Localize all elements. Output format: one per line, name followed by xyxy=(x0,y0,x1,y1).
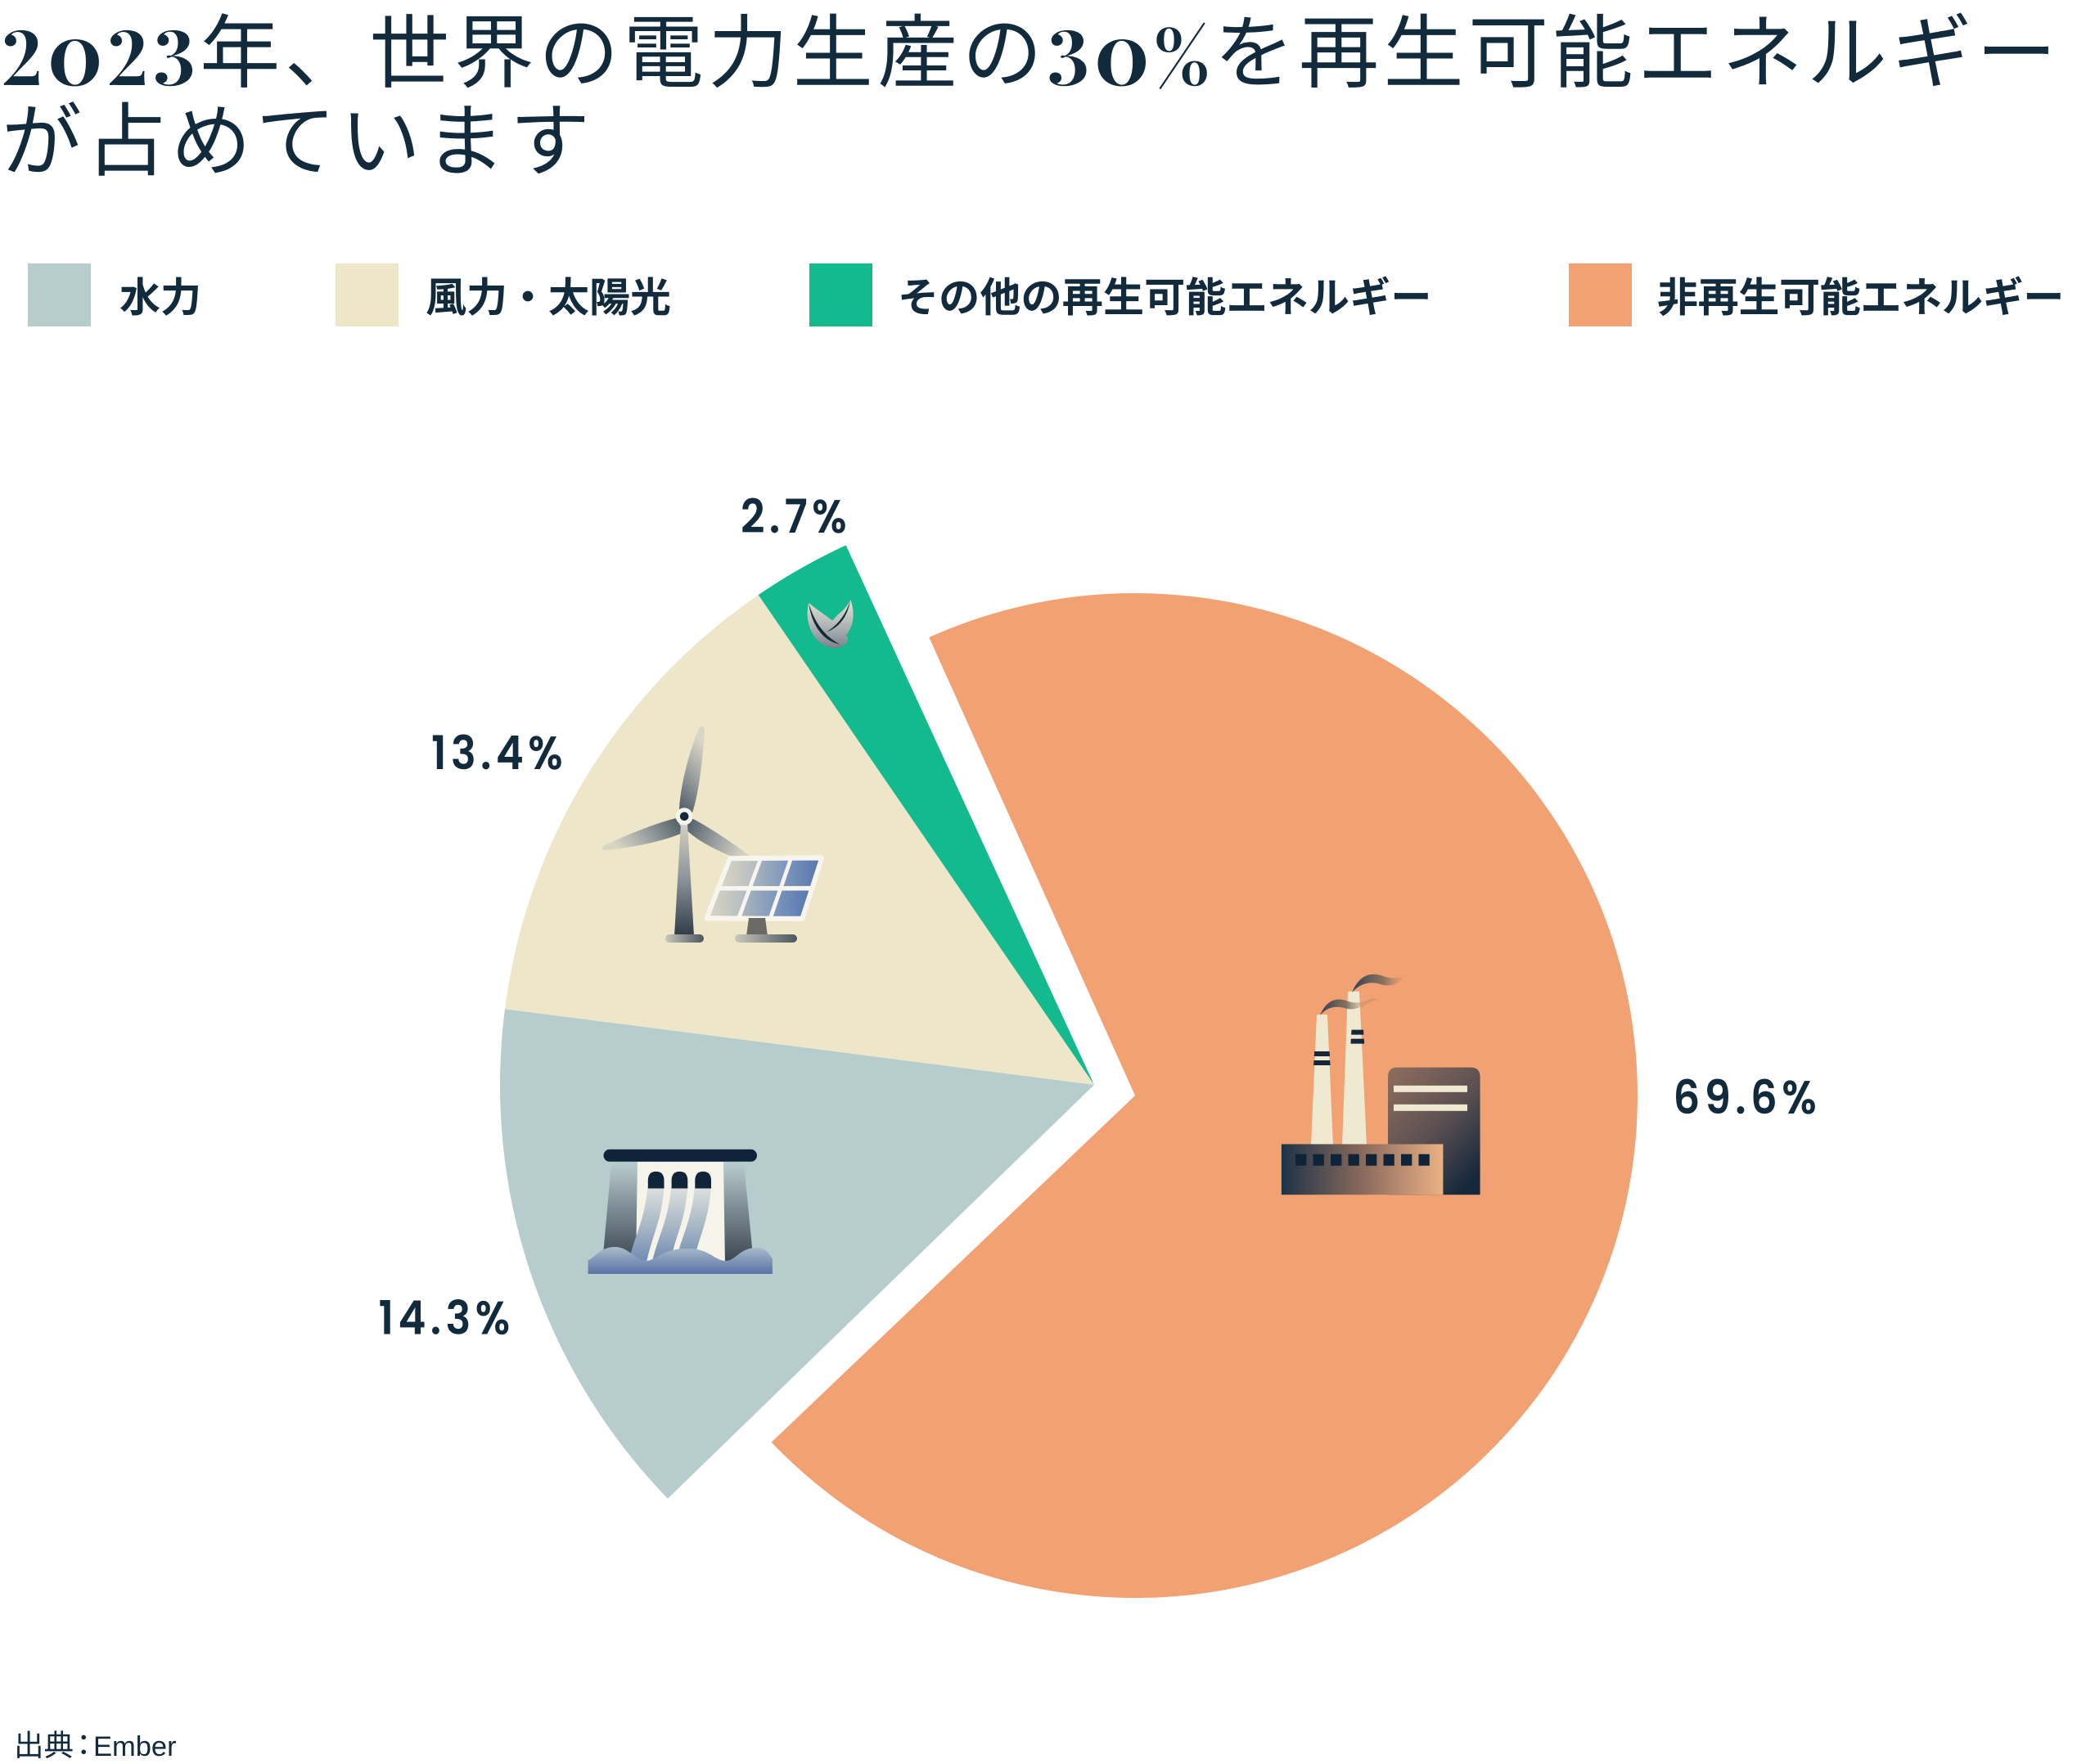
svg-text:Ember: Ember xyxy=(93,1731,177,1762)
